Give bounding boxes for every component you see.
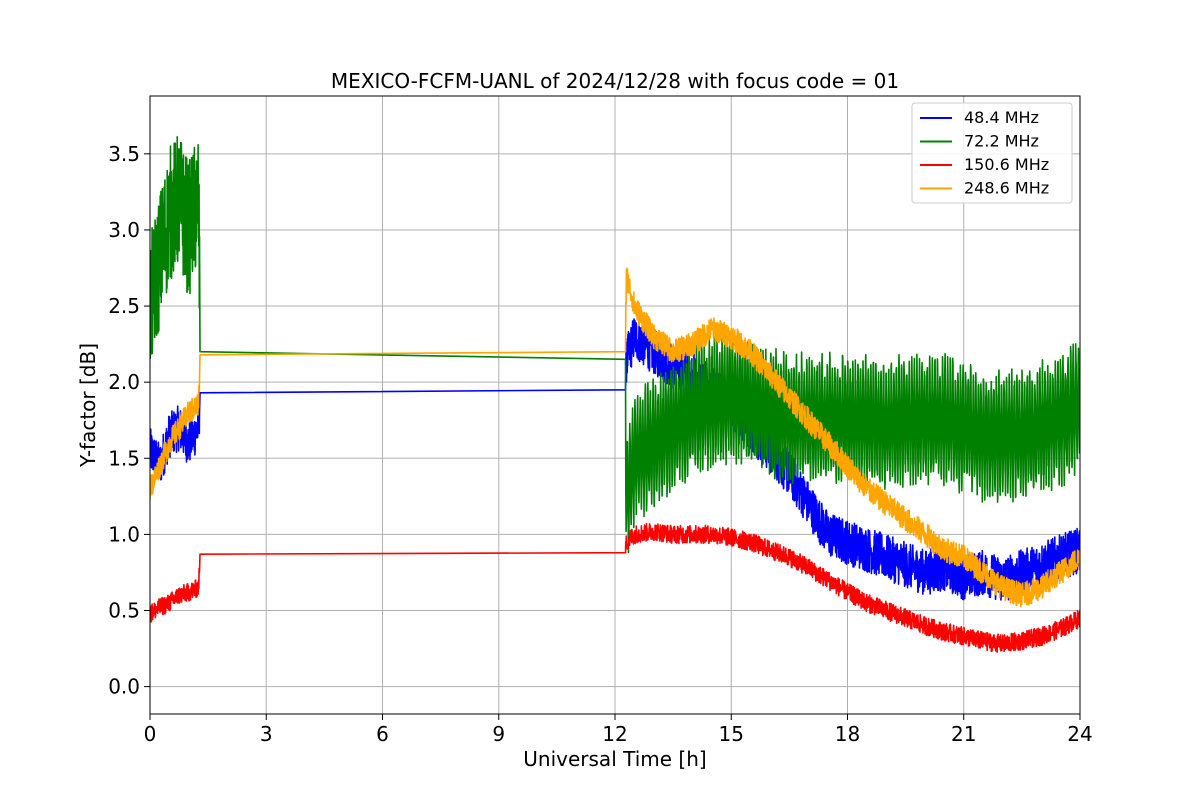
x-axis: 0 3 6 9 12 15 18 21 24: [144, 714, 1093, 746]
legend-label: 248.6 MHz: [964, 179, 1049, 198]
x-tick-label: 6: [376, 722, 389, 746]
x-tick-label: 12: [602, 722, 627, 746]
x-tick-label: 21: [951, 722, 976, 746]
y-tick-label: 1.5: [108, 446, 140, 470]
series-layer: [150, 136, 1080, 653]
legend-box: [911, 102, 1073, 204]
y-tick-label: 0.5: [108, 598, 140, 622]
x-tick-label: 24: [1067, 722, 1092, 746]
y-tick-label: 2.0: [108, 370, 140, 394]
legend-label: 48.4 MHz: [964, 108, 1039, 127]
legend-label: 72.2 MHz: [964, 132, 1039, 151]
series-line-1: [150, 136, 1080, 554]
x-tick-label: 18: [835, 722, 860, 746]
y-tick-label: 2.5: [108, 294, 140, 318]
series-line-3: [150, 267, 1080, 608]
x-tick-label: 3: [260, 722, 273, 746]
series-line-2: [150, 522, 1080, 653]
y-tick-label: 3.5: [108, 142, 140, 166]
x-axis-title: Universal Time [h]: [523, 747, 706, 771]
y-axis-title: Y-factor [dB]: [76, 343, 100, 468]
chart-title: MEXICO-FCFM-UANL of 2024/12/28 with focu…: [331, 69, 899, 93]
x-tick-label: 15: [719, 722, 744, 746]
y-tick-label: 1.0: [108, 522, 140, 546]
x-tick-label: 9: [492, 722, 505, 746]
y-tick-label: 3.0: [108, 218, 140, 242]
y-axis: 0.0 0.5 1.0 1.5 2.0 2.5 3.0 3.5: [108, 142, 150, 699]
y-tick-label: 0.0: [108, 675, 140, 699]
x-tick-label: 0: [144, 722, 157, 746]
legend-label: 150.6 MHz: [964, 155, 1049, 174]
legend: 48.4 MHz 72.2 MHz 150.6 MHz 248.6 MHz: [911, 102, 1073, 204]
